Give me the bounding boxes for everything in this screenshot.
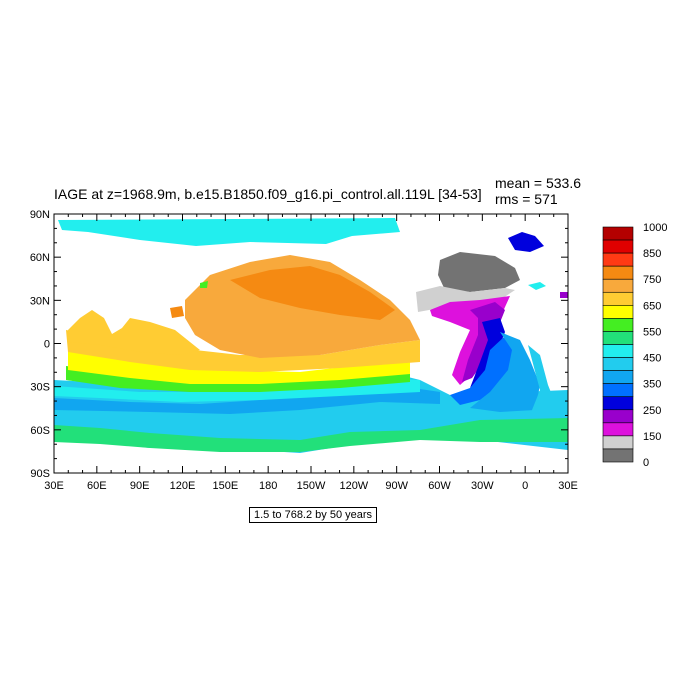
mean-value: mean = 533.6 — [495, 175, 582, 191]
y-tick-label: 30N — [30, 295, 50, 307]
x-tick-label: 150W — [297, 480, 326, 492]
colorbar-swatch — [602, 239, 634, 254]
colorbar-label: 150 — [643, 431, 661, 443]
south-gold-band — [66, 330, 420, 372]
plot-title: IAGE at z=1968.9m, b.e15.B1850.f09_g16.p… — [54, 186, 482, 202]
caspian-patch — [200, 281, 208, 288]
colorbar-swatch — [602, 278, 634, 293]
colorbar-label: 550 — [643, 326, 661, 338]
colorbar-label: 750 — [643, 274, 661, 286]
north-atlantic-light-gray — [416, 286, 515, 312]
arctic-ocean — [58, 218, 400, 246]
japan-sea-patch — [170, 306, 184, 318]
x-axis: 30E 60E 90E 120E 150E 180 150W 120W 90W 60W 30W 0 30… — [44, 214, 578, 492]
y-tick-label: 60N — [30, 252, 50, 264]
southern-green-belt — [54, 418, 568, 452]
colorbar: 1000 850 750 650 550 450 350 250 150 0 — [602, 222, 667, 469]
y-tick-label: 0 — [44, 339, 50, 351]
colorbar-swatch — [602, 344, 634, 358]
colorbar-label: 350 — [643, 379, 661, 391]
pacific-orange-core — [230, 266, 395, 320]
x-tick-label: 120E — [170, 480, 196, 492]
colorbar-swatch — [602, 252, 634, 267]
x-tick-label: 0 — [522, 480, 528, 492]
x-tick-label: 30E — [558, 480, 578, 492]
colorbar-swatch — [602, 318, 634, 332]
south-atlantic-lightblue — [528, 345, 558, 415]
colorbar-label: 1000 — [643, 222, 667, 234]
contour-interval-label: 1.5 to 768.2 by 50 years — [249, 507, 378, 523]
colorbar-label: 850 — [643, 248, 661, 260]
colorbar-swatch — [602, 396, 634, 411]
colorbar-swatch — [602, 265, 634, 280]
indian-ocean — [68, 310, 200, 355]
x-tick-label: 30E — [44, 480, 64, 492]
x-tick-label: 90E — [130, 480, 150, 492]
x-tick-label: 150E — [212, 480, 238, 492]
x-tick-label: 180 — [259, 480, 277, 492]
colorbar-label: 450 — [643, 353, 661, 365]
colorbar-label: 250 — [643, 405, 661, 417]
rms-value: rms = 571 — [495, 191, 558, 207]
colorbar-swatch — [602, 291, 634, 306]
colorbar-swatch — [602, 383, 634, 398]
x-tick-label: 30W — [471, 480, 494, 492]
colorbar-swatch — [602, 435, 634, 450]
southern-green-band — [66, 366, 410, 392]
colorbar-swatch — [602, 370, 634, 384]
x-tick-label: 60W — [428, 480, 451, 492]
mediterranean — [528, 282, 546, 290]
y-axis: 90N 60N 30N 0 30S 60S 90S — [30, 209, 568, 480]
colorbar-swatch — [602, 448, 634, 463]
y-tick-label: 90N — [30, 209, 50, 221]
south-atlantic-blue — [450, 336, 515, 405]
x-tick-label: 120W — [339, 480, 368, 492]
y-tick-label: 30S — [30, 382, 50, 394]
colorbar-swatch — [602, 305, 634, 319]
southern-yellow-band — [68, 350, 410, 384]
north-atlantic-gray — [438, 252, 520, 292]
ocean-field — [54, 218, 568, 453]
y-tick-label: 90S — [30, 468, 50, 480]
colorbar-swatch — [602, 357, 634, 371]
colorbar-swatch — [602, 409, 634, 424]
atlantic-deep-blue — [470, 318, 505, 388]
y-tick-label: 60S — [30, 425, 50, 437]
x-tick-label: 90W — [385, 480, 408, 492]
south-atlantic-sky — [470, 332, 540, 412]
colorbar-swatch — [602, 422, 634, 437]
colorbar-swatch — [602, 226, 634, 241]
colorbar-swatch — [602, 331, 634, 345]
red-sea-patch — [560, 292, 568, 298]
labrador-sea — [508, 232, 544, 252]
colorbar-label: 650 — [643, 300, 661, 312]
colorbar-label: 0 — [643, 457, 649, 469]
x-tick-label: 60E — [87, 480, 107, 492]
